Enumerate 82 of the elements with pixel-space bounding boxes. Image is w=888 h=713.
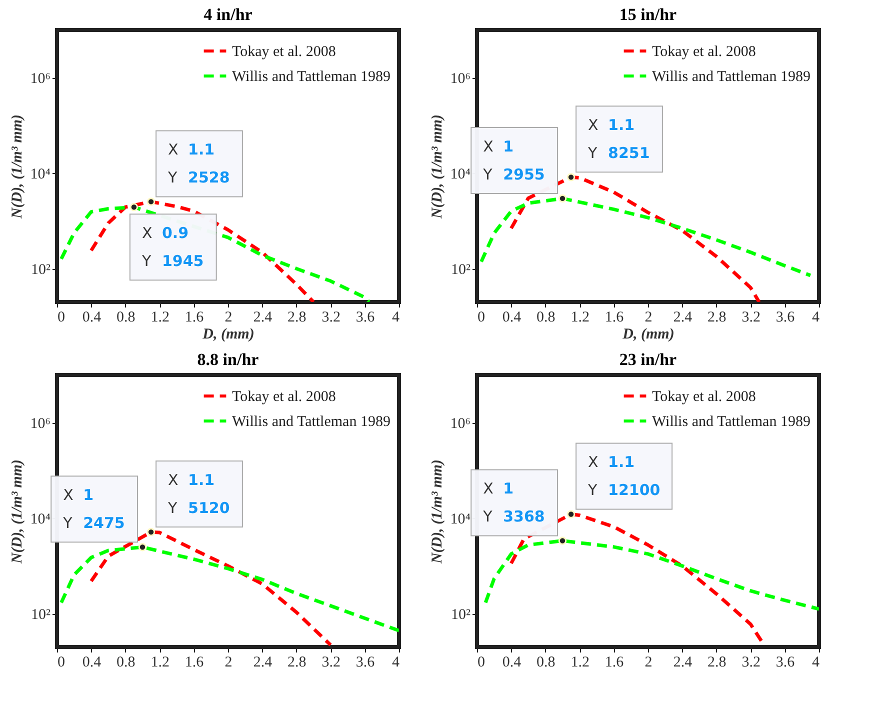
x-tick-label: 3.6 bbox=[356, 310, 376, 326]
x-tick-label: 0 bbox=[478, 310, 485, 326]
annotation: X 1 Y 2475 bbox=[62, 486, 125, 532]
chart-title: 4 in/hr bbox=[204, 5, 253, 24]
chart-title: 8.8 in/hr bbox=[197, 350, 260, 369]
legend-label: Willis and Tattleman 1989 bbox=[652, 414, 810, 430]
legend-label: Tokay et al. 2008 bbox=[652, 44, 756, 60]
y-tick-label: 10² bbox=[31, 607, 51, 624]
y-tick-label: 10⁴ bbox=[30, 512, 50, 528]
x-tick-label: 0 bbox=[478, 654, 485, 670]
x-tick-label: 2.4 bbox=[253, 654, 273, 670]
x-tick-label: 2.8 bbox=[708, 310, 726, 326]
x-tick-label: 1.6 bbox=[184, 310, 204, 326]
y-axis-title: N(D), (1/m³ mm) bbox=[429, 114, 446, 220]
legend-label: Tokay et al. 2008 bbox=[652, 389, 756, 405]
x-tick-label: 2.4 bbox=[673, 654, 693, 670]
annotation: X 1 Y 2955 bbox=[482, 137, 545, 184]
annotation: X 1.1 Y 5120 bbox=[167, 471, 230, 518]
x-tick-label: 2.8 bbox=[708, 654, 726, 670]
x-tick-label: 4 bbox=[812, 310, 820, 326]
annotation: X 1.1 Y 8251 bbox=[587, 116, 650, 162]
y-tick-label: 10⁶ bbox=[30, 71, 50, 88]
x-tick-label: 0 bbox=[58, 310, 65, 326]
y-tick-label: 10² bbox=[451, 262, 471, 278]
x-tick-label: 3.6 bbox=[776, 654, 796, 670]
x-tick-label: 2 bbox=[224, 310, 232, 326]
legend-label: Tokay et al. 2008 bbox=[232, 44, 336, 60]
y-tick-label: 10⁶ bbox=[450, 416, 470, 432]
x-tick-label: 3.2 bbox=[322, 310, 340, 326]
x-tick-label: 0.4 bbox=[502, 310, 522, 326]
y-axis-title: N(D), (1/m³ mm) bbox=[9, 459, 26, 565]
legend-label: Willis and Tattleman 1989 bbox=[652, 69, 810, 85]
x-axis-title: D, (mm) bbox=[202, 326, 254, 342]
x-tick-label: 1.2 bbox=[150, 310, 170, 326]
x-tick-label: 3.2 bbox=[322, 654, 340, 670]
x-tick-label: 2 bbox=[644, 310, 652, 326]
annotation: X 0.9 Y 1945 bbox=[140, 224, 204, 270]
x-tick-label: 2 bbox=[224, 654, 232, 670]
y-tick-label: 10⁶ bbox=[30, 416, 50, 432]
x-tick-label: 3.2 bbox=[742, 654, 760, 670]
legend-label: Willis and Tattleman 1989 bbox=[232, 414, 390, 430]
y-tick-label: 10² bbox=[31, 262, 51, 278]
x-tick-label: 3.2 bbox=[742, 310, 760, 326]
x-tick-label: 0 bbox=[58, 654, 65, 670]
x-tick-label: 0.8 bbox=[536, 654, 556, 670]
annotation: X 1.1 Y 12100 bbox=[587, 453, 660, 500]
y-tick-label: 10⁴ bbox=[450, 512, 470, 528]
x-tick-label: 2.8 bbox=[288, 310, 306, 326]
annotation: X 1.1 Y 2528 bbox=[167, 140, 230, 187]
y-axis-title: N(D), (1/m³ mm) bbox=[429, 459, 446, 565]
y-tick-label: 10⁴ bbox=[30, 166, 50, 183]
x-tick-label: 4 bbox=[392, 310, 400, 326]
x-tick-label: 0.8 bbox=[536, 310, 556, 326]
y-tick-label: 10⁶ bbox=[450, 71, 470, 88]
x-tick-label: 1.2 bbox=[150, 654, 170, 670]
legend-label: Tokay et al. 2008 bbox=[232, 389, 336, 405]
x-tick-label: 2.8 bbox=[288, 654, 306, 670]
x-tick-label: 0.4 bbox=[502, 654, 522, 670]
chart-title: 23 in/hr bbox=[619, 350, 678, 369]
y-axis-title: N(D), (1/m³ mm) bbox=[9, 114, 26, 220]
x-tick-label: 1.2 bbox=[570, 654, 590, 670]
x-tick-label: 2.4 bbox=[673, 310, 693, 326]
x-tick-label: 2 bbox=[644, 654, 652, 670]
legend-label: Willis and Tattleman 1989 bbox=[232, 69, 390, 85]
annotation: X 1 Y 3368 bbox=[482, 480, 545, 526]
x-tick-label: 0.8 bbox=[116, 654, 136, 670]
chart-title: 15 in/hr bbox=[619, 5, 678, 24]
x-tick-label: 0.4 bbox=[82, 310, 102, 326]
x-tick-label: 1.6 bbox=[604, 654, 624, 670]
x-tick-label: 4 bbox=[392, 654, 400, 670]
y-tick-label: 10² bbox=[451, 607, 471, 624]
x-tick-label: 3.6 bbox=[776, 310, 796, 326]
x-tick-label: 1.6 bbox=[604, 310, 624, 326]
y-tick-label: 10⁴ bbox=[450, 166, 470, 183]
x-tick-label: 2.4 bbox=[253, 310, 273, 326]
x-axis-title: D, (mm) bbox=[622, 326, 674, 342]
x-tick-label: 1.6 bbox=[184, 654, 204, 670]
x-tick-label: 3.6 bbox=[356, 654, 376, 670]
x-tick-label: 0.4 bbox=[82, 654, 102, 670]
x-tick-label: 0.8 bbox=[116, 310, 136, 326]
x-tick-label: 1.2 bbox=[570, 310, 590, 326]
x-tick-label: 4 bbox=[812, 654, 820, 670]
